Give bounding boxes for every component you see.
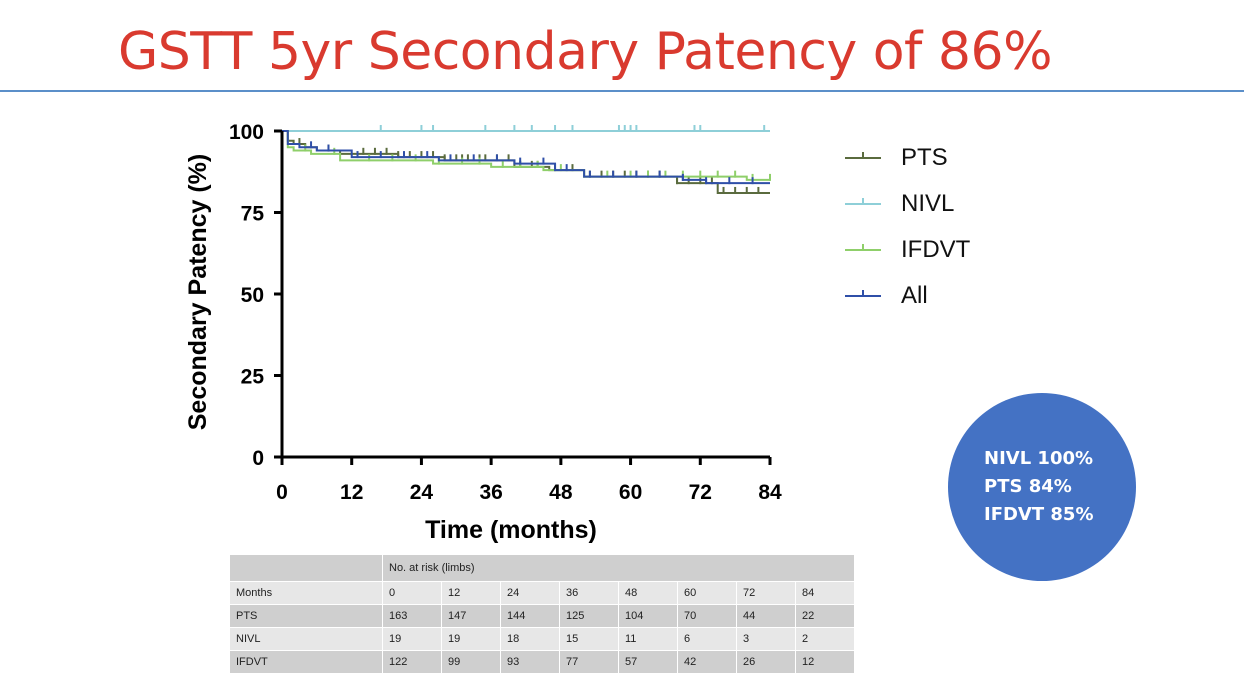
legend-item-all: All	[845, 273, 1045, 319]
x-tick-label: 48	[549, 481, 573, 504]
chart-legend: PTS NIVL IFDVT All	[845, 135, 1045, 319]
risk-table-cell: 60	[677, 581, 737, 605]
risk-table-cell: 84	[795, 581, 855, 605]
x-axis-title: Time (months)	[425, 516, 597, 544]
legend-label-all: All	[901, 282, 928, 309]
risk-table-cell: 18	[500, 627, 560, 651]
legend-label-ifdvt: IFDVT	[901, 236, 971, 263]
legend-swatch-ifdvt	[845, 244, 881, 251]
risk-table-cell: 104	[618, 604, 678, 628]
legend-label-nivl: NIVL	[901, 190, 955, 217]
risk-table-cell: 12	[441, 581, 501, 605]
x-tick-label: 0	[276, 481, 288, 504]
risk-table-cell: 15	[559, 627, 619, 651]
risk-table-cell: 147	[441, 604, 501, 628]
risk-table-cell: 99	[441, 650, 501, 674]
y-tick-label: 50	[241, 284, 264, 307]
callout-line-nivl: NIVL 100%	[984, 448, 1094, 469]
risk-table-row-pts: PTS 163 147 144 125 104 70 44 22	[230, 604, 855, 628]
x-tick-label: 24	[410, 481, 434, 504]
y-tick-label: 75	[241, 203, 265, 226]
risk-table-cell: 44	[736, 604, 796, 628]
risk-table-cell: 72	[736, 581, 796, 605]
series-line-ifdvt	[282, 130, 770, 181]
risk-table-cell: 42	[677, 650, 737, 674]
risk-table-row-label: NIVL	[230, 627, 383, 651]
y-tick-label: 25	[241, 366, 265, 389]
x-tick-label: 72	[689, 481, 712, 504]
x-tick-label: 12	[340, 481, 363, 504]
legend-swatch-nivl	[845, 198, 881, 205]
risk-table-cell: 163	[382, 604, 442, 628]
risk-table-cell: 125	[559, 604, 619, 628]
risk-table-cell: 12	[795, 650, 855, 674]
risk-table-row-label: IFDVT	[230, 650, 383, 674]
risk-table-row-ifdvt: IFDVT 122 99 93 77 57 42 26 12	[230, 650, 855, 674]
risk-table-cell: 3	[736, 627, 796, 651]
callout-line-ifdvt: IFDVT 85%	[984, 504, 1094, 525]
risk-table-cell: 144	[500, 604, 560, 628]
risk-table-cell: 77	[559, 650, 619, 674]
risk-table-cell: 48	[618, 581, 678, 605]
y-axis-title: Secondary Patency (%)	[184, 154, 212, 431]
number-at-risk-table: No. at risk (limbs) Months 0 12 24 36 48…	[230, 555, 855, 674]
risk-table-row-nivl: NIVL 19 19 18 15 11 6 3 2	[230, 627, 855, 651]
risk-table-cell: 19	[441, 627, 501, 651]
title-divider	[0, 90, 1244, 92]
risk-table-cell: 70	[677, 604, 737, 628]
risk-table-cell: 11	[618, 627, 678, 651]
risk-table-cell: 22	[795, 604, 855, 628]
legend-item-ifdvt: IFDVT	[845, 227, 1045, 273]
y-tick-label: 100	[229, 121, 264, 144]
legend-item-pts: PTS	[845, 135, 1045, 181]
risk-table-header-row: No. at risk (limbs)	[230, 555, 855, 582]
risk-table-cell: 57	[618, 650, 678, 674]
risk-table-cell: 122	[382, 650, 442, 674]
risk-table-cell: 19	[382, 627, 442, 651]
risk-table-header: No. at risk (limbs)	[382, 555, 855, 582]
risk-table-corner	[230, 555, 383, 582]
risk-table-row-label: PTS	[230, 604, 383, 628]
risk-table-cell: 24	[500, 581, 560, 605]
risk-table-row-label: Months	[230, 581, 383, 605]
y-tick-label: 0	[252, 447, 264, 470]
risk-table-cell: 26	[736, 650, 796, 674]
series-line-pts	[282, 130, 770, 194]
callout-line-pts: PTS 84%	[984, 476, 1072, 497]
legend-swatch-all	[845, 290, 881, 297]
risk-table-cell: 0	[382, 581, 442, 605]
patency-summary-callout: NIVL 100% PTS 84% IFDVT 85%	[948, 393, 1136, 581]
risk-table-cell: 2	[795, 627, 855, 651]
risk-table-cell: 93	[500, 650, 560, 674]
slide-title: GSTT 5yr Secondary Patency of 86%	[118, 22, 1052, 82]
legend-item-nivl: NIVL	[845, 181, 1045, 227]
risk-table-cell: 6	[677, 627, 737, 651]
x-tick-label: 36	[479, 481, 502, 504]
legend-label-pts: PTS	[901, 144, 948, 171]
legend-swatch-pts	[845, 152, 881, 159]
risk-table-months-row: Months 0 12 24 36 48 60 72 84	[230, 581, 855, 605]
x-tick-label: 84	[758, 481, 782, 504]
risk-table-cell: 36	[559, 581, 619, 605]
series-line-all	[282, 130, 770, 185]
x-tick-label: 60	[619, 481, 642, 504]
